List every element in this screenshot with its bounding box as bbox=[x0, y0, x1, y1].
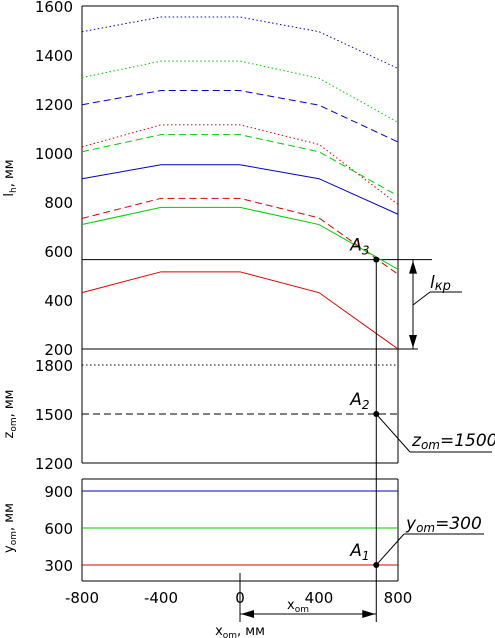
xtick-label--800: -800 bbox=[65, 589, 99, 607]
ytick-label-p1-800: 800 bbox=[44, 194, 73, 212]
lkp-arrow-bottom bbox=[409, 335, 417, 348]
ytick-label-p2-1800: 1800 bbox=[35, 357, 73, 375]
yom-note: yom=300 bbox=[405, 514, 482, 535]
yom-leader bbox=[375, 533, 405, 566]
xtick-label-400: 400 bbox=[305, 589, 334, 607]
point-A3-marker bbox=[373, 256, 380, 263]
xom-arrow-left bbox=[241, 610, 254, 618]
xom-dimension-label: xom bbox=[287, 598, 309, 615]
top-series-line-1 bbox=[81, 16, 399, 69]
top-series-line-9 bbox=[81, 271, 399, 350]
xom-arrow-right bbox=[362, 610, 376, 618]
ytick-label-p2-1500: 1500 bbox=[35, 406, 73, 424]
point-A1-label: A1 bbox=[349, 541, 369, 563]
lkp-arrow-top bbox=[409, 260, 417, 274]
ytick-label-p3-900: 900 bbox=[44, 483, 73, 501]
ytick-label-p1-200: 200 bbox=[44, 341, 73, 359]
xtick-label-800: 800 bbox=[384, 589, 413, 607]
top-series-line-2 bbox=[81, 60, 399, 123]
ytick-label-p1-400: 400 bbox=[44, 292, 73, 310]
ytick-label-p1-1600: 1600 bbox=[35, 0, 73, 16]
ytick-label-p1-1000: 1000 bbox=[35, 145, 73, 163]
zom-note: zom=1500 bbox=[411, 431, 495, 452]
ylabel-p1: lh, мм bbox=[2, 159, 19, 196]
lkp-leader bbox=[412, 291, 431, 306]
point-A2-label: A2 bbox=[349, 390, 369, 412]
point-A3-label: A3 bbox=[349, 236, 369, 258]
xtick-label--400: -400 bbox=[144, 589, 178, 607]
ylabel-p3: yom, мм bbox=[2, 503, 19, 553]
ytick-label-p3-300: 300 bbox=[44, 557, 73, 575]
ytick-label-p1-1200: 1200 bbox=[35, 96, 73, 114]
ytick-label-p2-1200: 1200 bbox=[35, 455, 73, 473]
ytick-label-p1-600: 600 bbox=[44, 243, 73, 261]
lkp-label: lкр bbox=[430, 273, 451, 294]
xlabel: xom, мм bbox=[215, 624, 265, 638]
ylabel-p2: zom, мм bbox=[2, 390, 19, 439]
zom-leader bbox=[375, 413, 411, 453]
ytick-label-p3-600: 600 bbox=[44, 520, 73, 538]
ytick-label-p1-1400: 1400 bbox=[35, 47, 73, 65]
